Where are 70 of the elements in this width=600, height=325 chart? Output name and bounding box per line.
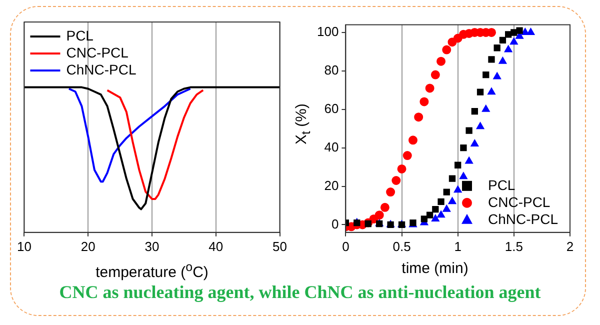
- point: [430, 70, 440, 80]
- legend-label: ChNC-PCL: [66, 61, 136, 78]
- legend-label: ChNC-PCL: [488, 210, 558, 227]
- text: CNC as nucleating agent, while ChNC as anti-nucleation agent: [58, 282, 542, 303]
- y-tick-label: 100: [316, 24, 339, 40]
- legend-label: PCL: [66, 27, 94, 44]
- x-tick-label: 2: [566, 238, 574, 254]
- point: [454, 162, 462, 168]
- legend-label: CNC-PCL: [488, 194, 550, 210]
- point: [436, 56, 446, 66]
- point: [499, 36, 506, 44]
- x-tick-label: 1: [454, 238, 462, 254]
- point: [471, 108, 478, 115]
- point: [454, 186, 462, 193]
- point: [386, 188, 396, 197]
- point: [420, 216, 428, 222]
- point: [442, 45, 452, 54]
- x-tick-label: 30: [144, 238, 160, 254]
- x-tick-label: 1.5: [504, 238, 523, 254]
- point: [459, 172, 468, 180]
- point: [460, 144, 467, 152]
- point: [432, 206, 439, 213]
- x-axis-title: time (min): [400, 260, 470, 277]
- point: [476, 88, 484, 96]
- point: [437, 210, 445, 218]
- y-tick-label: 0: [331, 216, 339, 232]
- x-tick-label: 10: [16, 238, 32, 254]
- y-tick-label: 80: [324, 62, 339, 78]
- point: [425, 84, 434, 93]
- point: [504, 45, 512, 52]
- point: [448, 175, 456, 182]
- x-tick-label: 20: [80, 238, 96, 254]
- point: [414, 112, 424, 122]
- point: [408, 136, 418, 145]
- point: [465, 156, 474, 164]
- point: [510, 29, 518, 36]
- point: [443, 188, 450, 196]
- point: [493, 72, 502, 80]
- point: [397, 164, 406, 174]
- point: [380, 202, 390, 212]
- x-axis-title: temperature ($^{o}$C): [94, 260, 210, 281]
- point: [402, 151, 412, 160]
- point: [516, 27, 523, 34]
- y-tick-label: 60: [324, 100, 339, 116]
- point: [470, 139, 479, 146]
- legend-label: PCL: [488, 176, 516, 193]
- point: [420, 97, 429, 106]
- point: [498, 56, 507, 64]
- y-tick-label: 20: [324, 178, 339, 193]
- point: [442, 204, 451, 212]
- x-tick-label: 50: [272, 238, 288, 254]
- x-tick-label: 0: [342, 238, 350, 254]
- legend-label: CNC-PCL: [66, 44, 129, 60]
- point: [392, 176, 401, 185]
- point: [482, 71, 490, 78]
- point: [426, 212, 434, 218]
- point: [431, 214, 440, 222]
- point: [374, 210, 384, 220]
- point: [476, 122, 484, 130]
- point: [488, 56, 495, 63]
- point: [494, 44, 500, 52]
- point: [448, 197, 456, 204]
- point: [488, 88, 496, 95]
- y-tick-label: 40: [324, 139, 339, 154]
- x-tick-label: 0.5: [392, 238, 411, 254]
- point: [482, 104, 490, 112]
- point: [510, 38, 518, 45]
- point: [466, 127, 472, 134]
- point: [438, 198, 444, 205]
- x-tick-label: 40: [208, 238, 224, 254]
